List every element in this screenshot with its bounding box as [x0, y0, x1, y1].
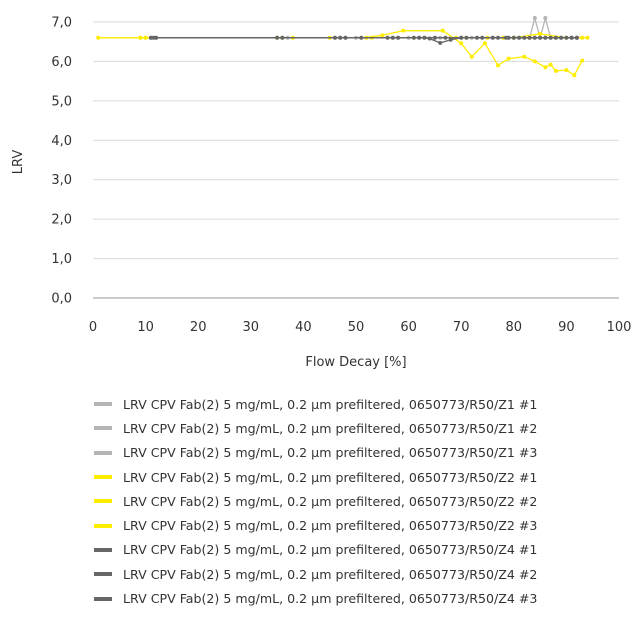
data-point: [585, 35, 590, 40]
data-point: [559, 35, 564, 40]
legend-swatch: [94, 475, 112, 480]
legend-label: LRV CPV Fab(2) 5 mg/mL, 0.2 µm prefilter…: [123, 591, 538, 607]
y-tick-label: 7,0: [51, 16, 72, 31]
legend-swatch: [94, 499, 112, 504]
data-point: [522, 54, 527, 59]
x-tick-label: 0: [89, 320, 97, 335]
data-point: [532, 59, 537, 64]
gridlines: [93, 21, 619, 299]
legend-item: LRV CPV Fab(2) 5 mg/mL, 0.2 µm prefilter…: [94, 416, 634, 440]
y-tick-label: 5,0: [51, 94, 72, 109]
data-point: [459, 41, 464, 46]
y-tick-label: 1,0: [51, 252, 72, 267]
data-point: [532, 16, 537, 21]
legend-swatch: [94, 450, 112, 455]
legend-item: LRV CPV Fab(2) 5 mg/mL, 0.2 µm prefilter…: [94, 538, 634, 562]
x-tick-label: 60: [400, 320, 417, 335]
legend-label: LRV CPV Fab(2) 5 mg/mL, 0.2 µm prefilter…: [123, 420, 538, 436]
x-tick-label: 100: [607, 320, 632, 335]
y-axis-ticks: 0,0 1,0 2,0 3,0 4,0 5,0 6,0 7,0: [51, 16, 72, 307]
data-point: [396, 35, 401, 40]
x-tick-label: 90: [558, 320, 575, 335]
series-line: [150, 15, 572, 39]
data-point: [343, 35, 348, 40]
data-point: [482, 41, 487, 46]
y-axis-title: LRV: [11, 150, 26, 175]
data-point: [538, 35, 543, 40]
data-point: [564, 68, 569, 73]
data-point: [401, 28, 406, 33]
series-9: [151, 35, 579, 40]
data-point: [574, 35, 579, 40]
series-lines: [96, 15, 590, 78]
legend-swatch: [94, 523, 112, 528]
y-tick-label: 4,0: [51, 134, 72, 149]
legend-swatch: [94, 547, 112, 552]
legend-swatch: [94, 596, 112, 601]
data-point: [138, 35, 143, 40]
legend-label: LRV CPV Fab(2) 5 mg/mL, 0.2 µm prefilter…: [123, 396, 538, 412]
legend-label: LRV CPV Fab(2) 5 mg/mL, 0.2 µm prefilter…: [123, 469, 538, 485]
legend-item: LRV CPV Fab(2) 5 mg/mL, 0.2 µm prefilter…: [94, 489, 634, 513]
data-point: [480, 35, 485, 40]
legend-swatch: [94, 426, 112, 431]
data-point: [580, 58, 585, 63]
y-tick-label: 3,0: [51, 173, 72, 188]
data-point: [380, 33, 385, 38]
legend-item: LRV CPV Fab(2) 5 mg/mL, 0.2 µm prefilter…: [94, 562, 634, 586]
data-point: [517, 35, 522, 40]
data-point: [440, 28, 445, 33]
data-point: [543, 65, 548, 70]
data-point: [538, 31, 543, 36]
legend: LRV CPV Fab(2) 5 mg/mL, 0.2 µm prefilter…: [94, 392, 634, 611]
data-point: [443, 35, 448, 40]
data-point: [580, 35, 585, 40]
legend-label: LRV CPV Fab(2) 5 mg/mL, 0.2 µm prefilter…: [123, 542, 538, 558]
legend-item: LRV CPV Fab(2) 5 mg/mL, 0.2 µm prefilter…: [94, 465, 634, 489]
y-tick-label: 0,0: [51, 292, 72, 307]
data-point: [469, 54, 474, 59]
data-point: [548, 62, 553, 67]
series-line: [156, 15, 577, 39]
x-tick-label: 10: [137, 320, 154, 335]
data-point: [438, 40, 443, 45]
data-point: [543, 16, 548, 21]
x-axis-title: Flow Decay [%]: [305, 355, 406, 370]
y-tick-label: 2,0: [51, 213, 72, 228]
data-point: [448, 37, 453, 42]
data-point: [96, 35, 101, 40]
x-tick-label: 80: [506, 320, 523, 335]
y-tick-label: 6,0: [51, 55, 72, 70]
legend-item: LRV CPV Fab(2) 5 mg/mL, 0.2 µm prefilter…: [94, 392, 634, 416]
data-point: [496, 63, 501, 68]
x-tick-label: 20: [190, 320, 207, 335]
legend-swatch: [94, 572, 112, 577]
x-tick-label: 30: [243, 320, 260, 335]
legend-label: LRV CPV Fab(2) 5 mg/mL, 0.2 µm prefilter…: [123, 566, 538, 582]
legend-item: LRV CPV Fab(2) 5 mg/mL, 0.2 µm prefilter…: [94, 441, 634, 465]
x-axis-ticks: 0 10 20 30 40 50 60 70 80 90 100: [89, 320, 632, 335]
data-point: [417, 35, 422, 40]
legend-item: LRV CPV Fab(2) 5 mg/mL, 0.2 µm prefilter…: [94, 586, 634, 610]
chart-svg: 0,0 1,0 2,0 3,0 4,0 5,0 6,0 7,0 0 10 20 30 40 50 60 70…: [11, 15, 632, 371]
x-tick-label: 40: [295, 320, 312, 335]
legend-item: LRV CPV Fab(2) 5 mg/mL, 0.2 µm prefilter…: [94, 513, 634, 537]
x-tick-label: 70: [453, 320, 470, 335]
data-point: [151, 35, 156, 40]
legend-swatch: [94, 402, 112, 407]
data-point: [553, 68, 558, 73]
x-tick-label: 50: [348, 320, 365, 335]
data-point: [572, 73, 577, 78]
legend-label: LRV CPV Fab(2) 5 mg/mL, 0.2 µm prefilter…: [123, 493, 538, 509]
legend-label: LRV CPV Fab(2) 5 mg/mL, 0.2 µm prefilter…: [123, 445, 538, 461]
data-point: [506, 56, 511, 61]
legend-label: LRV CPV Fab(2) 5 mg/mL, 0.2 µm prefilter…: [123, 518, 538, 534]
